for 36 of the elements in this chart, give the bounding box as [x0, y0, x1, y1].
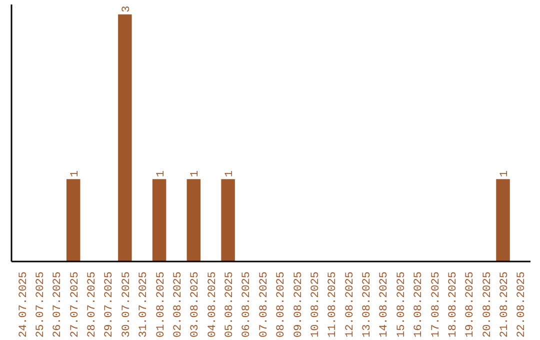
x-tick-label: 20.08.2025 [482, 271, 494, 338]
x-tick-label: 06.08.2025 [241, 271, 254, 338]
x-tick-label: 01.08.2025 [155, 271, 168, 338]
x-tick-label: 27.07.2025 [69, 271, 82, 338]
x-tick-label: 11.08.2025 [327, 271, 340, 338]
x-tick-label: 04.08.2025 [206, 271, 219, 338]
data-label: 1 [499, 170, 512, 178]
x-tick-label: 30.07.2025 [120, 271, 133, 338]
x-tick-label: 22.08.2025 [516, 271, 528, 338]
x-tick-label: 15.08.2025 [396, 271, 408, 338]
data-label: 1 [155, 170, 168, 178]
x-tick-label: 24.07.2025 [18, 271, 30, 338]
data-label: 1 [190, 170, 202, 178]
data-label: 1 [69, 170, 82, 178]
x-tick-label: 14.08.2025 [378, 271, 391, 338]
x-tick-label: 12.08.2025 [344, 271, 356, 338]
data-label: 1 [224, 170, 236, 178]
x-tick-label: 07.08.2025 [258, 271, 270, 338]
x-tick-label: 16.08.2025 [413, 271, 426, 338]
x-tick-label: 13.08.2025 [362, 271, 374, 338]
x-tick-label: 02.08.2025 [172, 271, 184, 338]
x-tick-label: 19.08.2025 [464, 271, 477, 338]
x-tick-label: 05.08.2025 [224, 271, 236, 338]
x-tick-label: 28.07.2025 [86, 271, 99, 338]
x-tick-label: 10.08.2025 [310, 271, 322, 338]
x-tick-label: 03.08.2025 [190, 271, 202, 338]
data-label: 3 [120, 6, 133, 12]
x-tick-label: 25.07.2025 [34, 271, 47, 338]
x-tick-label: 17.08.2025 [430, 271, 442, 338]
x-tick-label: 26.07.2025 [52, 271, 64, 338]
x-tick-label: 18.08.2025 [447, 271, 460, 338]
x-tick-label: 29.07.2025 [104, 271, 116, 338]
x-tick-label: 21.08.2025 [499, 271, 512, 338]
x-tick-label: 31.07.2025 [138, 271, 150, 338]
x-tick-label: 09.08.2025 [292, 271, 305, 338]
x-tick-label: 08.08.2025 [276, 271, 288, 338]
